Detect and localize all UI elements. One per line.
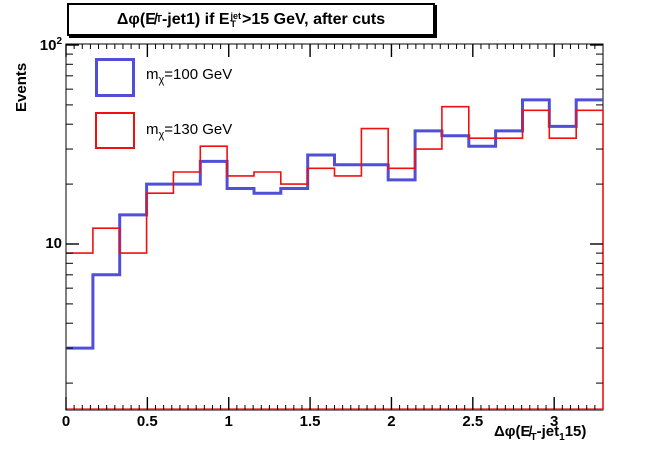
histogram-line-m100 — [66, 98, 603, 350]
x-tick-label: 1.5 — [299, 413, 321, 430]
x-title-jet-subscript: 1 — [559, 432, 565, 443]
jet-superscript: jet — [230, 10, 242, 21]
met-subscript: T — [155, 14, 162, 25]
legend-m100-prefix: m — [146, 66, 159, 83]
histogram-line-m130 — [66, 105, 604, 410]
x-tick-label: 1 — [224, 413, 233, 430]
title-text-mid: -jet1) if E — [161, 10, 230, 28]
x-tick-label: 3 — [550, 413, 559, 430]
x-tick-label: 0 — [61, 413, 71, 430]
y-tick-100-exponent: 2 — [56, 36, 62, 47]
legend-m130-prefix: m — [146, 121, 159, 138]
x-title-mid: -jet — [536, 423, 560, 440]
y-axis-title: Events — [13, 62, 30, 112]
x-title-met-subscript: T — [530, 432, 537, 443]
y-tick-label-10: 10 — [45, 235, 62, 252]
y-tick-label-100: 102 — [18, 36, 62, 54]
x-tick-label: 0.5 — [136, 413, 158, 430]
legend-m130-value: =130 GeV — [164, 121, 233, 138]
legend-m100-chi: χ — [158, 74, 165, 86]
legend-entry-m100: mχ=100 GeV — [146, 66, 232, 86]
x-title-pre: Δφ( — [494, 423, 521, 440]
x-tick-label: 2 — [387, 413, 396, 430]
legend-m130-chi: χ — [158, 129, 165, 141]
legend-m100-value: =100 GeV — [164, 66, 233, 83]
x-tick-label: 2.5 — [462, 413, 484, 430]
x-axis-title: Δφ(E̸T-jet115) — [494, 423, 586, 443]
et-subscript: T — [230, 18, 237, 29]
title-text-pre: Δφ( — [116, 10, 146, 28]
title-text-post: >15 GeV, after cuts — [242, 10, 386, 28]
met-symbol: E̸ — [145, 10, 156, 28]
legend-entry-m130: mχ=130 GeV — [146, 121, 232, 141]
x-title-post: 15) — [564, 423, 587, 440]
legend-swatch-m100 — [95, 58, 135, 97]
legend-swatch-m130 — [95, 112, 135, 149]
y-tick-100-base: 10 — [39, 37, 57, 54]
x-title-met-symbol: E̸ — [520, 423, 531, 440]
